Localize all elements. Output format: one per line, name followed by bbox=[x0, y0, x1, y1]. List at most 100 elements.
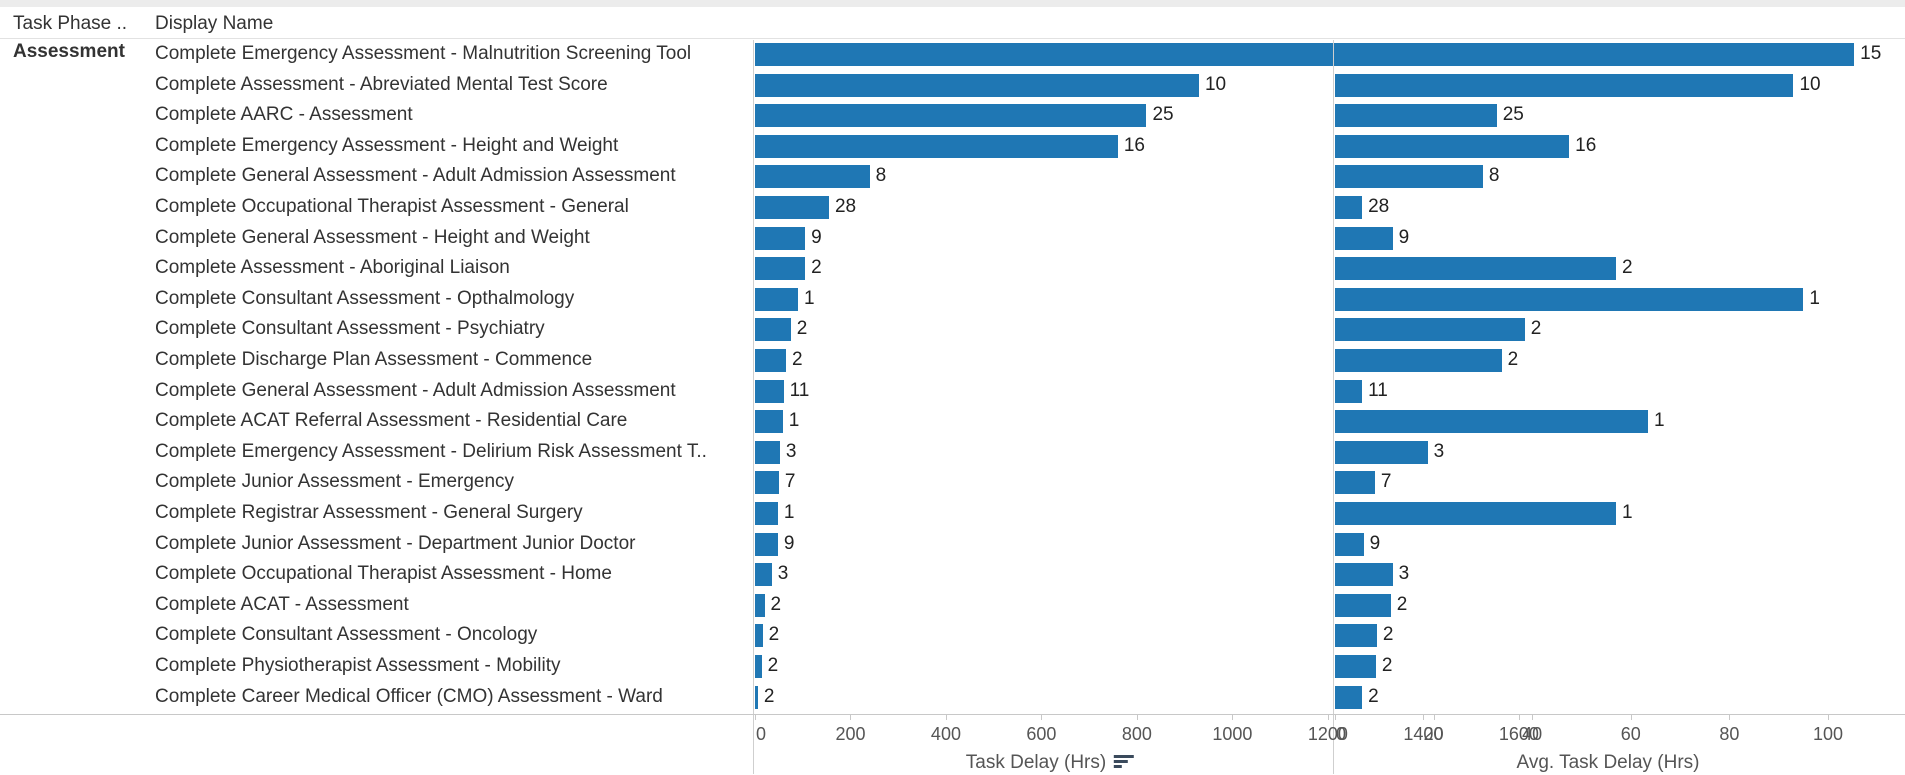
table-row[interactable]: Complete Junior Assessment - Department … bbox=[0, 530, 1905, 561]
table-row[interactable]: Complete Consultant Assessment - Opthalm… bbox=[0, 285, 1905, 316]
table-row[interactable]: Complete Junior Assessment - Emergency 7 7 bbox=[0, 468, 1905, 499]
axis-title-task-delay[interactable]: Task Delay (Hrs) bbox=[966, 752, 1135, 774]
avg-task-delay-data-label: 28 bbox=[1368, 196, 1390, 217]
task-delay-data-label: 3 bbox=[777, 563, 789, 585]
table-row[interactable]: Complete Consultant Assessment - Oncolog… bbox=[0, 621, 1905, 652]
task-delay-data-label: 3 bbox=[785, 440, 797, 462]
task-delay-bar[interactable] bbox=[755, 165, 870, 189]
task-delay-bar[interactable] bbox=[755, 471, 779, 495]
avg-task-delay-bar[interactable] bbox=[1335, 410, 1649, 434]
avg-task-delay-bar[interactable] bbox=[1335, 471, 1375, 495]
task-delay-bar[interactable] bbox=[755, 196, 829, 219]
task-delay-bar[interactable] bbox=[755, 685, 758, 709]
avg-task-delay-bar[interactable] bbox=[1335, 379, 1363, 403]
header-display-name[interactable]: Display Name bbox=[155, 13, 274, 34]
task-delay-bar[interactable] bbox=[755, 655, 762, 678]
table-row[interactable]: Complete Emergency Assessment - Delirium… bbox=[0, 438, 1905, 469]
avg-task-delay-bar[interactable] bbox=[1335, 196, 1363, 219]
avg-task-delay-bar[interactable] bbox=[1335, 318, 1525, 342]
task-delay-bar[interactable] bbox=[755, 318, 791, 342]
avg-task-delay-data-label: 2 bbox=[1368, 685, 1379, 707]
task-delay-tick-label: 200 bbox=[835, 724, 866, 744]
avg-task-delay-bar[interactable] bbox=[1335, 440, 1428, 464]
table-row[interactable]: Complete General Assessment - Adult Admi… bbox=[0, 377, 1905, 408]
table-row[interactable]: Complete Emergency Assessment - Malnutri… bbox=[0, 40, 1905, 71]
avg-task-delay-bar[interactable] bbox=[1335, 287, 1804, 311]
row-label: Complete Consultant Assessment - Psychia… bbox=[155, 318, 545, 340]
task-delay-bar[interactable] bbox=[755, 134, 1118, 158]
task-delay-bar[interactable] bbox=[755, 563, 772, 587]
row-label: Complete ACAT - Assessment bbox=[155, 593, 409, 615]
table-row[interactable]: Complete General Assessment - Adult Admi… bbox=[0, 162, 1905, 193]
table-row[interactable]: Complete General Assessment - Height and… bbox=[0, 224, 1905, 255]
avg-task-delay-bar[interactable] bbox=[1335, 563, 1393, 587]
row-label: Complete Assessment - Abreviated Mental … bbox=[155, 73, 608, 95]
task-delay-tick-label: 1400 bbox=[1403, 724, 1444, 744]
task-delay-bar[interactable] bbox=[755, 104, 1147, 128]
avg-task-delay-tick-label: 60 bbox=[1620, 724, 1641, 744]
task-delay-bar[interactable] bbox=[755, 226, 806, 250]
task-delay-data-label: 2 bbox=[767, 655, 779, 676]
avg-task-delay-bar[interactable] bbox=[1335, 685, 1363, 709]
task-delay-bar[interactable] bbox=[755, 43, 1510, 66]
task-delay-bar[interactable] bbox=[755, 502, 778, 525]
task-delay-bar[interactable] bbox=[755, 287, 798, 311]
avg-task-delay-data-label: 3 bbox=[1398, 563, 1410, 585]
avg-task-delay-bar[interactable] bbox=[1335, 532, 1364, 556]
task-delay-bar[interactable] bbox=[755, 440, 780, 464]
avg-task-delay-bar[interactable] bbox=[1335, 624, 1377, 648]
avg-task-delay-bar[interactable] bbox=[1335, 165, 1483, 189]
task-delay-bar[interactable] bbox=[755, 73, 1199, 97]
task-delay-bar[interactable] bbox=[755, 257, 806, 281]
avg-task-delay-bar[interactable] bbox=[1335, 257, 1616, 281]
table-row[interactable]: Complete Registrar Assessment - General … bbox=[0, 499, 1905, 530]
avg-task-delay-bar[interactable] bbox=[1335, 655, 1376, 678]
avg-task-delay-bar[interactable] bbox=[1335, 349, 1502, 372]
table-row[interactable]: Complete Discharge Plan Assessment - Com… bbox=[0, 346, 1905, 377]
table-row[interactable]: Complete Occupational Therapist Assessme… bbox=[0, 560, 1905, 591]
table-row[interactable]: Complete ACAT - Assessment 2 2 bbox=[0, 591, 1905, 622]
row-label: Complete Consultant Assessment - Opthalm… bbox=[155, 287, 575, 309]
table-row[interactable]: Complete AARC - Assessment 25 25 bbox=[0, 101, 1905, 132]
task-delay-data-label: 10 bbox=[1204, 73, 1227, 95]
avg-task-delay-bar[interactable] bbox=[1335, 502, 1616, 525]
table-row[interactable]: Complete Assessment - Abreviated Mental … bbox=[0, 71, 1905, 102]
row-label: Complete Junior Assessment - Emergency bbox=[155, 471, 515, 493]
task-delay-data-label: 2 bbox=[792, 349, 803, 370]
task-delay-tick-label: 800 bbox=[1121, 724, 1152, 744]
avg-task-delay-bar[interactable] bbox=[1335, 43, 1855, 66]
avg-task-delay-bar[interactable] bbox=[1335, 593, 1391, 617]
task-delay-bar[interactable] bbox=[755, 532, 778, 556]
task-delay-data-label: 2 bbox=[811, 257, 822, 279]
row-label: Complete Emergency Assessment - Height a… bbox=[155, 134, 619, 156]
table-row[interactable]: Complete Career Medical Officer (CMO) As… bbox=[0, 683, 1905, 714]
avg-task-delay-bar[interactable] bbox=[1335, 226, 1393, 250]
task-delay-data-label: 25 bbox=[1152, 104, 1174, 126]
avg-task-delay-data-label: 10 bbox=[1799, 73, 1821, 95]
header-task-phase[interactable]: Task Phase .. bbox=[13, 13, 128, 34]
task-delay-bar[interactable] bbox=[755, 379, 784, 403]
table-row[interactable]: Complete Emergency Assessment - Height a… bbox=[0, 132, 1905, 163]
table-row[interactable]: Complete Physiotherapist Assessment - Mo… bbox=[0, 652, 1905, 683]
task-delay-bar[interactable] bbox=[755, 624, 763, 648]
row-label: Complete Emergency Assessment - Delirium… bbox=[155, 440, 707, 462]
table-row[interactable]: Complete Assessment - Aboriginal Liaison… bbox=[0, 254, 1905, 285]
sort-descending-icon[interactable] bbox=[1114, 755, 1135, 769]
task-delay-tick-mark bbox=[1232, 714, 1234, 720]
table-row[interactable]: Complete ACAT Referral Assessment - Resi… bbox=[0, 407, 1905, 438]
avg-task-delay-data-label: 7 bbox=[1380, 471, 1392, 493]
avg-task-delay-tick-mark bbox=[1335, 714, 1336, 720]
table-row[interactable]: Complete Consultant Assessment - Psychia… bbox=[0, 315, 1905, 346]
avg-task-delay-data-label: 3 bbox=[1433, 440, 1445, 462]
avg-task-delay-bar[interactable] bbox=[1335, 73, 1794, 97]
task-delay-bar[interactable] bbox=[755, 593, 765, 617]
task-delay-tick-mark bbox=[1423, 714, 1425, 720]
table-row[interactable]: Complete Occupational Therapist Assessme… bbox=[0, 193, 1905, 224]
task-delay-bar[interactable] bbox=[755, 349, 787, 372]
axis-title-avg-task-delay[interactable]: Avg. Task Delay (Hrs) bbox=[1516, 752, 1700, 773]
avg-task-delay-bar[interactable] bbox=[1335, 104, 1497, 128]
task-delay-tick-label: 1600 bbox=[1498, 724, 1539, 744]
task-delay-bar[interactable] bbox=[755, 410, 783, 434]
avg-task-delay-bar[interactable] bbox=[1335, 134, 1570, 158]
row-label: Complete Occupational Therapist Assessme… bbox=[155, 196, 629, 217]
